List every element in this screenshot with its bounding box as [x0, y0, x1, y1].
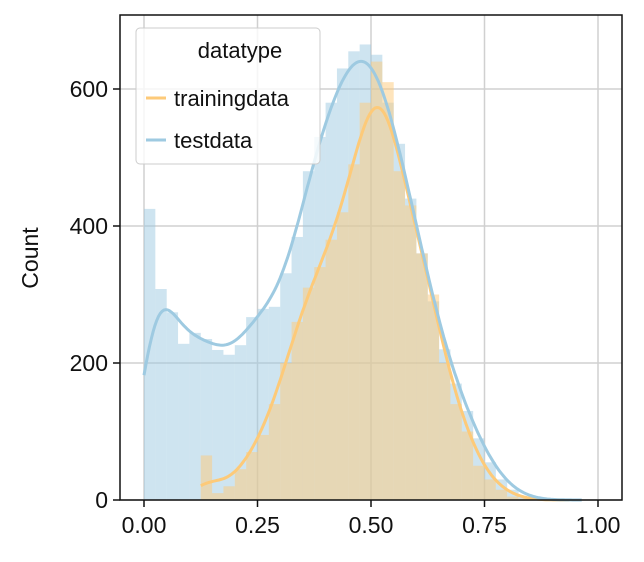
bar-testdata — [268, 306, 281, 500]
ticks: 0.00 0.25 0.50 0.75 1.00 0 200 400 600 — [70, 76, 621, 538]
legend-label-trainingdata: trainingdata — [174, 86, 290, 111]
bar-trainingdata — [450, 404, 462, 500]
bar-trainingdata — [280, 363, 292, 500]
bar-trainingdata — [291, 321, 303, 500]
bar-trainingdata — [246, 452, 258, 500]
bar-testdata — [223, 354, 235, 500]
bar-trainingdata — [302, 287, 315, 500]
kde-lines — [142, 59, 582, 502]
bar-testdata — [189, 332, 201, 500]
bar-testdata — [234, 345, 247, 500]
y-tick-label: 400 — [70, 213, 108, 239]
y-tick-label: 200 — [70, 350, 108, 376]
y-tick-label: 0 — [95, 487, 108, 513]
bar-trainingdata — [234, 469, 247, 500]
bar-testdata — [178, 343, 190, 500]
bar-trainingdata — [268, 404, 281, 500]
bar-trainingdata — [461, 431, 474, 500]
x-tick-label: 0.50 — [349, 512, 394, 538]
bar-trainingdata — [371, 61, 383, 500]
bar-trainingdata — [348, 164, 360, 500]
x-tick-label: 0.75 — [462, 512, 507, 538]
bar-testdata — [257, 308, 269, 500]
bar-trainingdata — [439, 363, 451, 500]
bar-testdata — [246, 317, 258, 500]
legend-title: datatype — [198, 38, 282, 63]
x-tick-label: 0.00 — [122, 512, 167, 538]
kde-line-testdata — [142, 59, 582, 502]
bar-testdata — [212, 349, 224, 500]
bar-trainingdata — [507, 496, 519, 500]
bar-trainingdata — [359, 102, 371, 500]
kde-line-trainingdata — [200, 105, 570, 502]
x-tick-label: 1.00 — [576, 512, 621, 538]
x-tick-label: 0.25 — [235, 512, 280, 538]
legend: datatype trainingdata testdata — [135, 27, 321, 165]
bar-trainingdata — [427, 294, 440, 500]
bar-trainingdata — [336, 212, 349, 501]
bar-testdata — [200, 339, 213, 500]
bar-trainingdata — [200, 455, 213, 500]
bars — [144, 44, 542, 501]
bar-testdata — [144, 208, 156, 500]
y-axis-label: Count — [17, 227, 43, 289]
legend-label-testdata: testdata — [174, 128, 253, 153]
bar-trainingdata — [257, 434, 269, 500]
bar-trainingdata — [325, 239, 337, 500]
bar-trainingdata — [314, 267, 326, 500]
bar-trainingdata — [382, 82, 394, 501]
bar-trainingdata — [495, 489, 508, 500]
bar-trainingdata — [393, 171, 406, 500]
bar-testdata — [155, 289, 167, 500]
bar-trainingdata — [473, 465, 485, 500]
bar-testdata — [507, 489, 519, 500]
y-tick-label: 600 — [70, 76, 108, 102]
bar-testdata — [166, 312, 179, 500]
bar-trainingdata — [223, 486, 235, 500]
bar-trainingdata — [212, 493, 224, 500]
bar-trainingdata — [416, 253, 428, 500]
bar-trainingdata — [484, 479, 496, 500]
bar-trainingdata — [405, 205, 417, 500]
